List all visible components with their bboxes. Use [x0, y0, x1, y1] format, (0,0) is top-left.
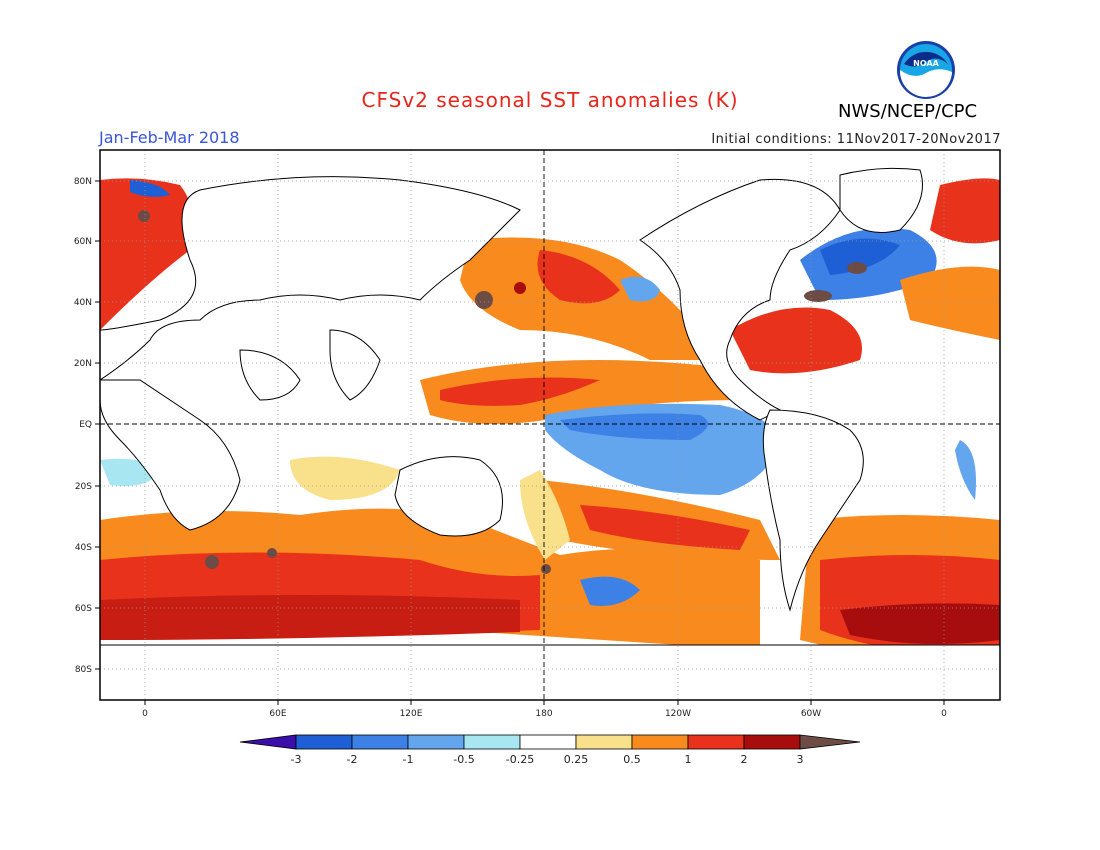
colorbar-tick: -2: [347, 753, 358, 766]
colorbar: [239, 734, 861, 750]
colorbar-bin: [351, 734, 409, 750]
colorbar-tick: 2: [741, 753, 748, 766]
colorbar-bin: [295, 734, 353, 750]
lat-label: 60S: [75, 604, 92, 614]
landmass-australia: [394, 456, 503, 537]
colorbar-tick: 0.25: [564, 753, 589, 766]
reference-lines: [100, 150, 1000, 700]
colorbar-bin: [407, 734, 465, 750]
colorbar-bin: [743, 734, 801, 750]
landmass-greenland: [839, 167, 923, 233]
landmass-antarctica: [100, 644, 1000, 700]
colorbar-tick: 1: [685, 753, 692, 766]
lat-label: 60N: [74, 237, 92, 247]
chart-title: CFSv2 seasonal SST anomalies (K): [361, 88, 739, 112]
lon-label: 180: [535, 709, 552, 719]
lat-label: 40S: [75, 543, 92, 553]
colorbar-bin: [687, 734, 745, 750]
colorbar-tick: -3: [291, 753, 302, 766]
lon-label: 0: [142, 709, 148, 719]
colorbar-max-arrow: [799, 734, 861, 750]
agency-label: NWS/NCEP/CPC: [838, 101, 978, 122]
colorbar-min-arrow: [239, 734, 297, 750]
lat-label: 20S: [75, 482, 92, 492]
lon-label: 60W: [801, 709, 821, 719]
svg-text:NOAA: NOAA: [913, 59, 939, 68]
lat-label: 80S: [75, 665, 92, 675]
colorbar-tick: -0.5: [453, 753, 474, 766]
forecast-period: Jan-Feb-Mar 2018: [99, 128, 240, 147]
colorbar-tick: -1: [403, 753, 414, 766]
landmass-south-america: [762, 409, 864, 612]
colorbar-bin: [463, 734, 521, 750]
anomaly-field: [100, 178, 1000, 661]
lat-label: 20N: [74, 359, 92, 369]
initial-conditions: Initial conditions: 11Nov2017-20Nov2017: [711, 132, 1001, 147]
north-pacific-warm-tongue: [420, 360, 745, 424]
map-frame: [99, 149, 1001, 701]
lon-label: 120W: [665, 709, 691, 719]
colorbar-tick: 0.5: [623, 753, 641, 766]
lat-label: 80N: [74, 177, 92, 187]
colorbar-bin: [631, 734, 689, 750]
lon-label: 60E: [269, 709, 286, 719]
coastlines: [100, 167, 1000, 700]
noaa-logo: NOAA: [897, 41, 955, 99]
lat-label: EQ: [79, 420, 92, 430]
colorbar-tick: 3: [797, 753, 804, 766]
colorbar-tick: -0.25: [506, 753, 534, 766]
colorbar-bin: [519, 734, 577, 750]
colorbar-bin: [575, 734, 633, 750]
lon-label: 0: [941, 709, 947, 719]
landmass-north-america: [639, 178, 841, 421]
lon-label: 120E: [400, 709, 423, 719]
landmass-eurasia-africa: [100, 176, 521, 531]
lat-label: 40N: [74, 298, 92, 308]
